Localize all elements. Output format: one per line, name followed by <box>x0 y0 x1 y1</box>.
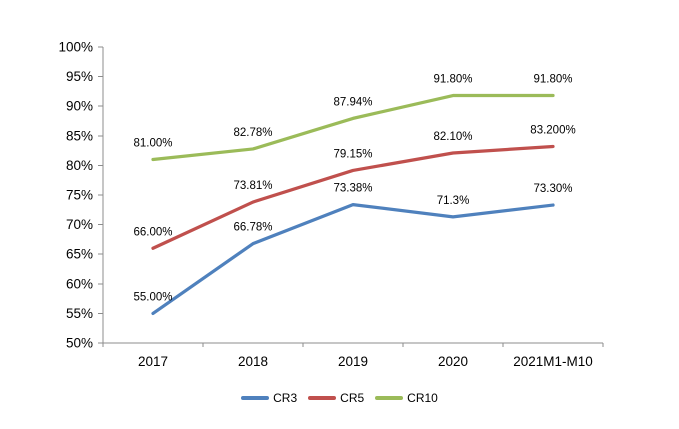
y-tick-label: 100% <box>58 40 93 55</box>
data-label-cr5-2: 79.15% <box>333 148 372 160</box>
data-label-cr5-1: 73.81% <box>233 180 272 192</box>
y-tick-label: 55% <box>66 306 93 321</box>
legend-label-cr5: CR5 <box>340 391 365 405</box>
legend-label-cr10: CR10 <box>407 391 438 405</box>
y-tick-label: 50% <box>66 336 93 351</box>
series-line-cr5 <box>151 144 555 250</box>
series-line-cr3 <box>151 202 555 316</box>
data-label-cr10-1: 82.78% <box>233 127 272 139</box>
legend-swatch-cr5 <box>308 396 337 400</box>
x-tick-label: 2018 <box>238 354 268 369</box>
data-label-cr5-3: 82.10% <box>433 131 472 143</box>
y-tick-label: 75% <box>66 188 93 203</box>
legend-item-cr10: CR10 <box>375 391 438 405</box>
legend-item-cr3: CR3 <box>241 391 297 405</box>
data-label-cr10-3: 91.80% <box>433 74 472 86</box>
legend-swatch-cr10 <box>375 396 404 400</box>
y-tick-label: 85% <box>66 128 93 143</box>
y-tick-label: 95% <box>66 69 93 84</box>
data-label-cr3-3: 71.3% <box>437 195 470 207</box>
x-tick-label: 2017 <box>138 354 168 369</box>
legend-item-cr5: CR5 <box>308 391 364 405</box>
data-label-cr5-4: 83.200% <box>530 124 575 136</box>
x-tick-label: 2020 <box>438 354 468 369</box>
y-tick-label: 60% <box>66 276 93 291</box>
series-line-cr10 <box>151 93 555 162</box>
data-label-cr3-2: 73.38% <box>333 183 372 195</box>
data-label-cr3-4: 73.30% <box>533 183 572 195</box>
y-tick-label: 80% <box>66 158 93 173</box>
legend-swatch-cr3 <box>241 396 270 400</box>
y-tick-label: 90% <box>66 99 93 114</box>
y-tick-label: 65% <box>66 247 93 262</box>
y-tick-label: 70% <box>66 217 93 232</box>
data-label-cr3-0: 55.00% <box>133 291 172 303</box>
data-label-cr5-0: 66.00% <box>133 226 172 238</box>
data-label-cr10-2: 87.94% <box>333 96 372 108</box>
data-label-cr10-0: 81.00% <box>133 137 172 149</box>
legend-label-cr3: CR3 <box>273 391 298 405</box>
chart-legend: CR3 CR5 CR10 <box>0 391 679 405</box>
data-label-cr3-1: 66.78% <box>233 222 272 234</box>
data-label-cr10-4: 91.80% <box>533 74 572 86</box>
x-tick-label: 2019 <box>338 354 368 369</box>
x-tick-label: 2021M1-M10 <box>513 354 593 369</box>
